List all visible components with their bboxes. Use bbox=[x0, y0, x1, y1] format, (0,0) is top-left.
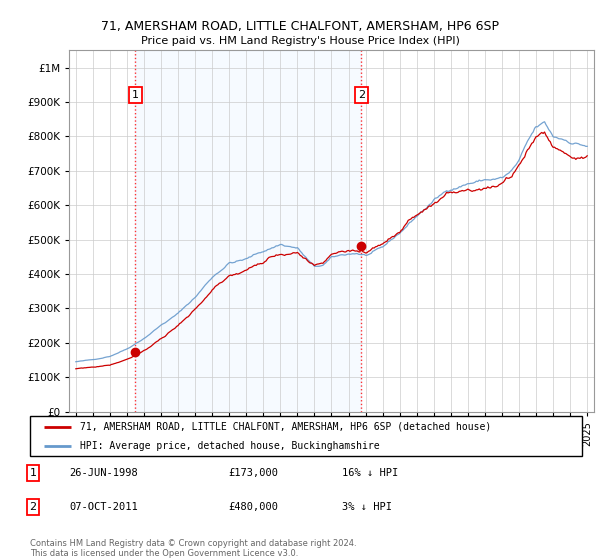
Text: 3% ↓ HPI: 3% ↓ HPI bbox=[342, 502, 392, 512]
Text: £480,000: £480,000 bbox=[228, 502, 278, 512]
Text: 2: 2 bbox=[358, 90, 365, 100]
Text: 1: 1 bbox=[29, 468, 37, 478]
Text: 71, AMERSHAM ROAD, LITTLE CHALFONT, AMERSHAM, HP6 6SP: 71, AMERSHAM ROAD, LITTLE CHALFONT, AMER… bbox=[101, 20, 499, 32]
Text: 71, AMERSHAM ROAD, LITTLE CHALFONT, AMERSHAM, HP6 6SP (detached house): 71, AMERSHAM ROAD, LITTLE CHALFONT, AMER… bbox=[80, 422, 491, 432]
Bar bbox=[136, 50, 361, 412]
Text: Contains HM Land Registry data © Crown copyright and database right 2024.
This d: Contains HM Land Registry data © Crown c… bbox=[30, 539, 356, 558]
Text: HPI: Average price, detached house, Buckinghamshire: HPI: Average price, detached house, Buck… bbox=[80, 441, 379, 450]
Text: 07-OCT-2011: 07-OCT-2011 bbox=[69, 502, 138, 512]
Text: Price paid vs. HM Land Registry's House Price Index (HPI): Price paid vs. HM Land Registry's House … bbox=[140, 36, 460, 46]
Text: 1: 1 bbox=[132, 90, 139, 100]
FancyBboxPatch shape bbox=[30, 416, 582, 456]
Text: £173,000: £173,000 bbox=[228, 468, 278, 478]
Text: 16% ↓ HPI: 16% ↓ HPI bbox=[342, 468, 398, 478]
Text: 26-JUN-1998: 26-JUN-1998 bbox=[69, 468, 138, 478]
Text: 2: 2 bbox=[29, 502, 37, 512]
